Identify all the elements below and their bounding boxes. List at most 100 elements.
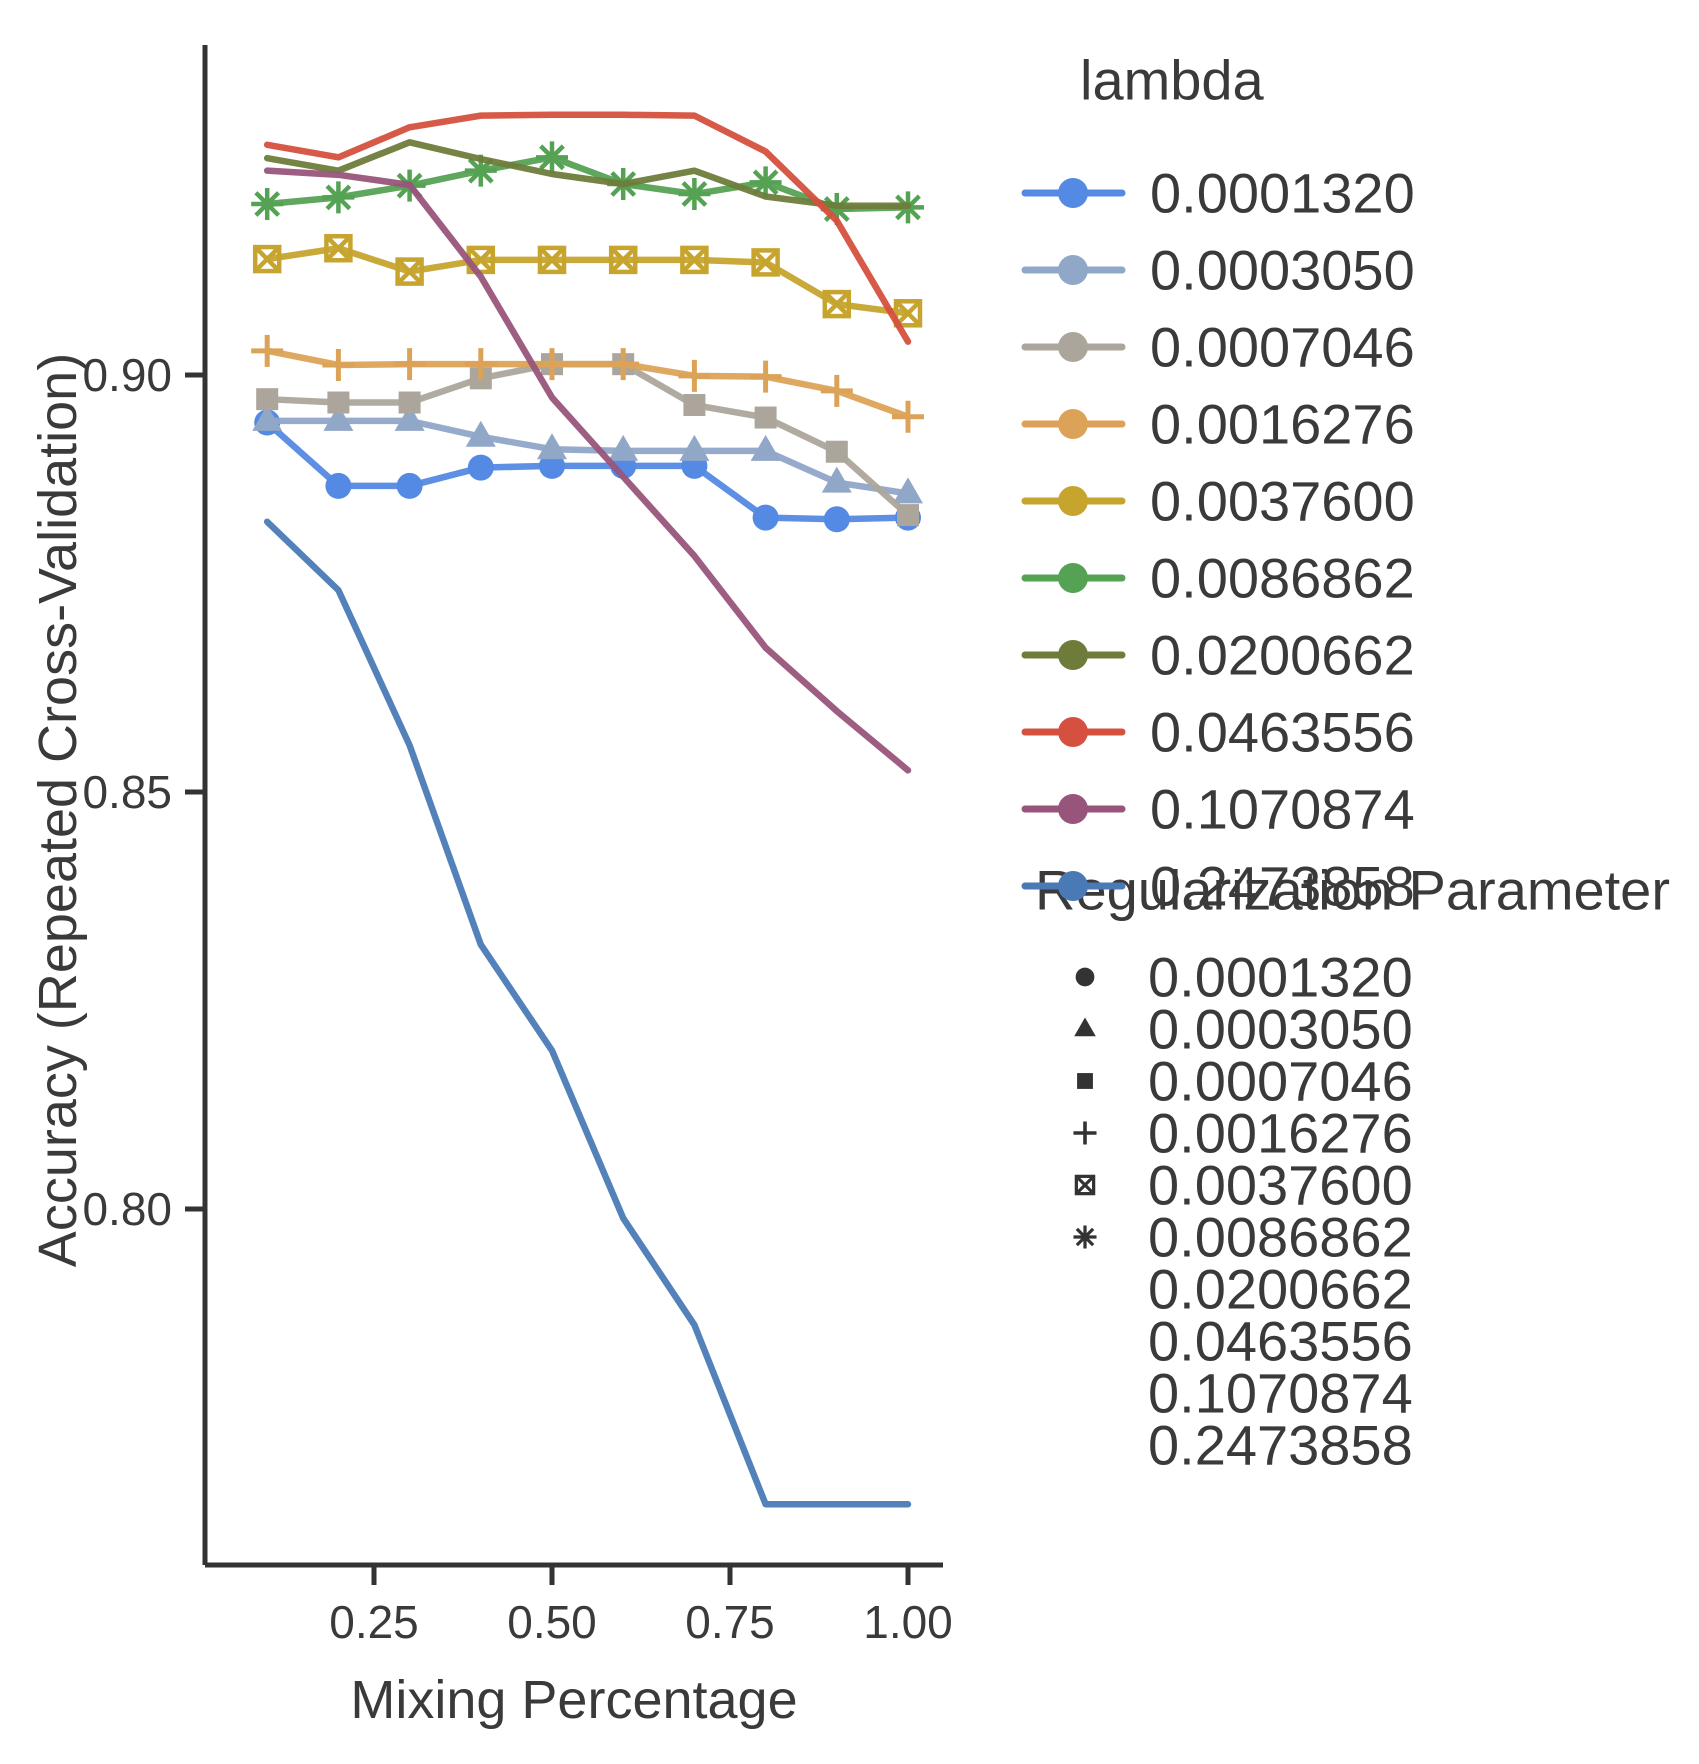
legend-item-label: 0.0003050 [1150, 239, 1415, 302]
x-tick-label: 0.50 [507, 1596, 597, 1648]
color-legend-item: 0.0016276 [1021, 393, 1415, 456]
legend-item-label: 0.0086862 [1148, 1206, 1413, 1269]
triangle-marker [465, 420, 496, 447]
square-marker [398, 391, 421, 414]
x-axis-title: Mixing Percentage [350, 1670, 797, 1730]
boxedx-marker [893, 299, 923, 328]
shape-legend: 0.00013200.00030500.00070460.00162760.00… [1073, 946, 1413, 1477]
shape-legend-item: 0.0463556 [1148, 1310, 1413, 1373]
plus-marker [251, 334, 284, 367]
plus-marker [892, 400, 924, 433]
plus-marker [678, 359, 711, 392]
triangle-marker [750, 434, 781, 461]
plus-marker [393, 348, 426, 381]
series-0.0200662 [263, 139, 912, 209]
legend-item-label: 0.2473858 [1150, 855, 1415, 918]
legend-item-label: 0.0016276 [1150, 393, 1415, 456]
series-line [263, 417, 912, 497]
boxedx-marker [324, 233, 353, 263]
shape-legend-item: 0.1070874 [1148, 1362, 1413, 1425]
asterisk-marker [322, 181, 355, 214]
color-legend: 0.0001320 0.0003050 0.0007046 0.0016276 0.00… [1021, 162, 1415, 918]
circle-marker [1075, 967, 1095, 987]
axis-ticks: 0.90 0.85 0.80 0.25 0.50 0.75 1.00 [82, 349, 952, 1648]
color-legend-item: 0.0007046 [1021, 316, 1415, 379]
series-line [263, 244, 912, 317]
legend-key-dot [1058, 486, 1088, 516]
boxedx-marker [608, 245, 638, 275]
boxedx-marker [822, 289, 852, 319]
legend-item-label: 0.0037600 [1150, 470, 1415, 533]
legend-item-label: 0.0007046 [1150, 316, 1415, 379]
color-legend-item: 0.1070874 [1021, 778, 1415, 841]
legend-key-dot [1058, 178, 1088, 208]
legend-item-label: 0.0016276 [1148, 1102, 1413, 1165]
asterisk-marker [820, 193, 853, 226]
asterisk-marker [1073, 1225, 1097, 1249]
series-0.0001320 [254, 409, 921, 533]
boxedx-marker [751, 248, 780, 277]
asterisk-marker [464, 154, 497, 187]
legend-key-dot [1058, 794, 1088, 824]
legend-item-label: 0.0200662 [1148, 1258, 1413, 1321]
series-0.0037600 [252, 233, 923, 328]
y-tick-label: 0.80 [82, 1183, 172, 1235]
triangle-marker [679, 434, 710, 461]
plus-marker [464, 348, 497, 381]
shape-legend-title: Regularization Parameter [1035, 859, 1670, 922]
circle-marker [325, 472, 352, 499]
boxedx-marker [1074, 1174, 1096, 1196]
shape-legend-item: 0.2473858 [1148, 1414, 1413, 1477]
boxedx-marker [537, 245, 567, 275]
asterisk-marker [251, 188, 284, 221]
legend-item-label: 0.0007046 [1148, 1050, 1413, 1113]
axes [202, 45, 943, 1568]
plus-marker [607, 348, 640, 381]
plus-marker [536, 348, 568, 381]
triangle-marker [821, 466, 852, 493]
boxedx-marker [680, 245, 709, 275]
legend-item-label: 0.0003050 [1148, 998, 1413, 1061]
boxedx-marker [252, 244, 282, 274]
shape-legend-item: 0.0007046 [1077, 1050, 1413, 1113]
square-marker [256, 388, 279, 411]
triangle-marker [394, 404, 425, 431]
legend-item-label: 0.1070874 [1150, 778, 1415, 841]
square-marker [897, 504, 919, 527]
x-tick-label: 0.75 [685, 1596, 775, 1648]
legend-item-label: 0.0001320 [1150, 162, 1415, 225]
legend-item-label: 0.0463556 [1148, 1310, 1413, 1373]
data-series [251, 111, 924, 1508]
plus-marker [322, 348, 355, 381]
triangle-marker [608, 434, 639, 461]
color-legend-item: 0.0086862 [1021, 547, 1415, 610]
series-line [263, 154, 912, 213]
x-tick-label: 1.00 [863, 1596, 953, 1648]
circle-marker [396, 472, 423, 499]
plus-marker [1073, 1121, 1097, 1145]
color-legend-item: 0.0200662 [1021, 624, 1415, 687]
series-line [263, 139, 912, 209]
x-tick-label: 0.25 [329, 1596, 419, 1648]
series-line [263, 111, 912, 345]
circle-marker [539, 452, 565, 479]
color-legend-item: 0.0001320 [1021, 162, 1415, 225]
square-marker [825, 440, 848, 463]
triangle-marker [252, 404, 283, 431]
series-line [263, 518, 912, 1508]
color-legend-item: 0.0037600 [1021, 470, 1415, 533]
series-line [263, 419, 912, 523]
plus-marker [749, 360, 782, 393]
legend-key-dot [1058, 409, 1088, 439]
color-legend-item: 0.2473858 [1021, 855, 1415, 918]
shape-legend-item: 0.0200662 [1148, 1258, 1413, 1321]
color-legend-item: 0.0003050 [1021, 239, 1415, 302]
square-marker [683, 394, 706, 417]
legend-item-label: 0.0463556 [1150, 701, 1415, 764]
color-legend-title: lambda [1080, 49, 1265, 112]
square-marker [1077, 1073, 1093, 1089]
legend-key-dot [1058, 717, 1088, 747]
triangle-marker [893, 477, 923, 504]
series-line [263, 167, 912, 774]
